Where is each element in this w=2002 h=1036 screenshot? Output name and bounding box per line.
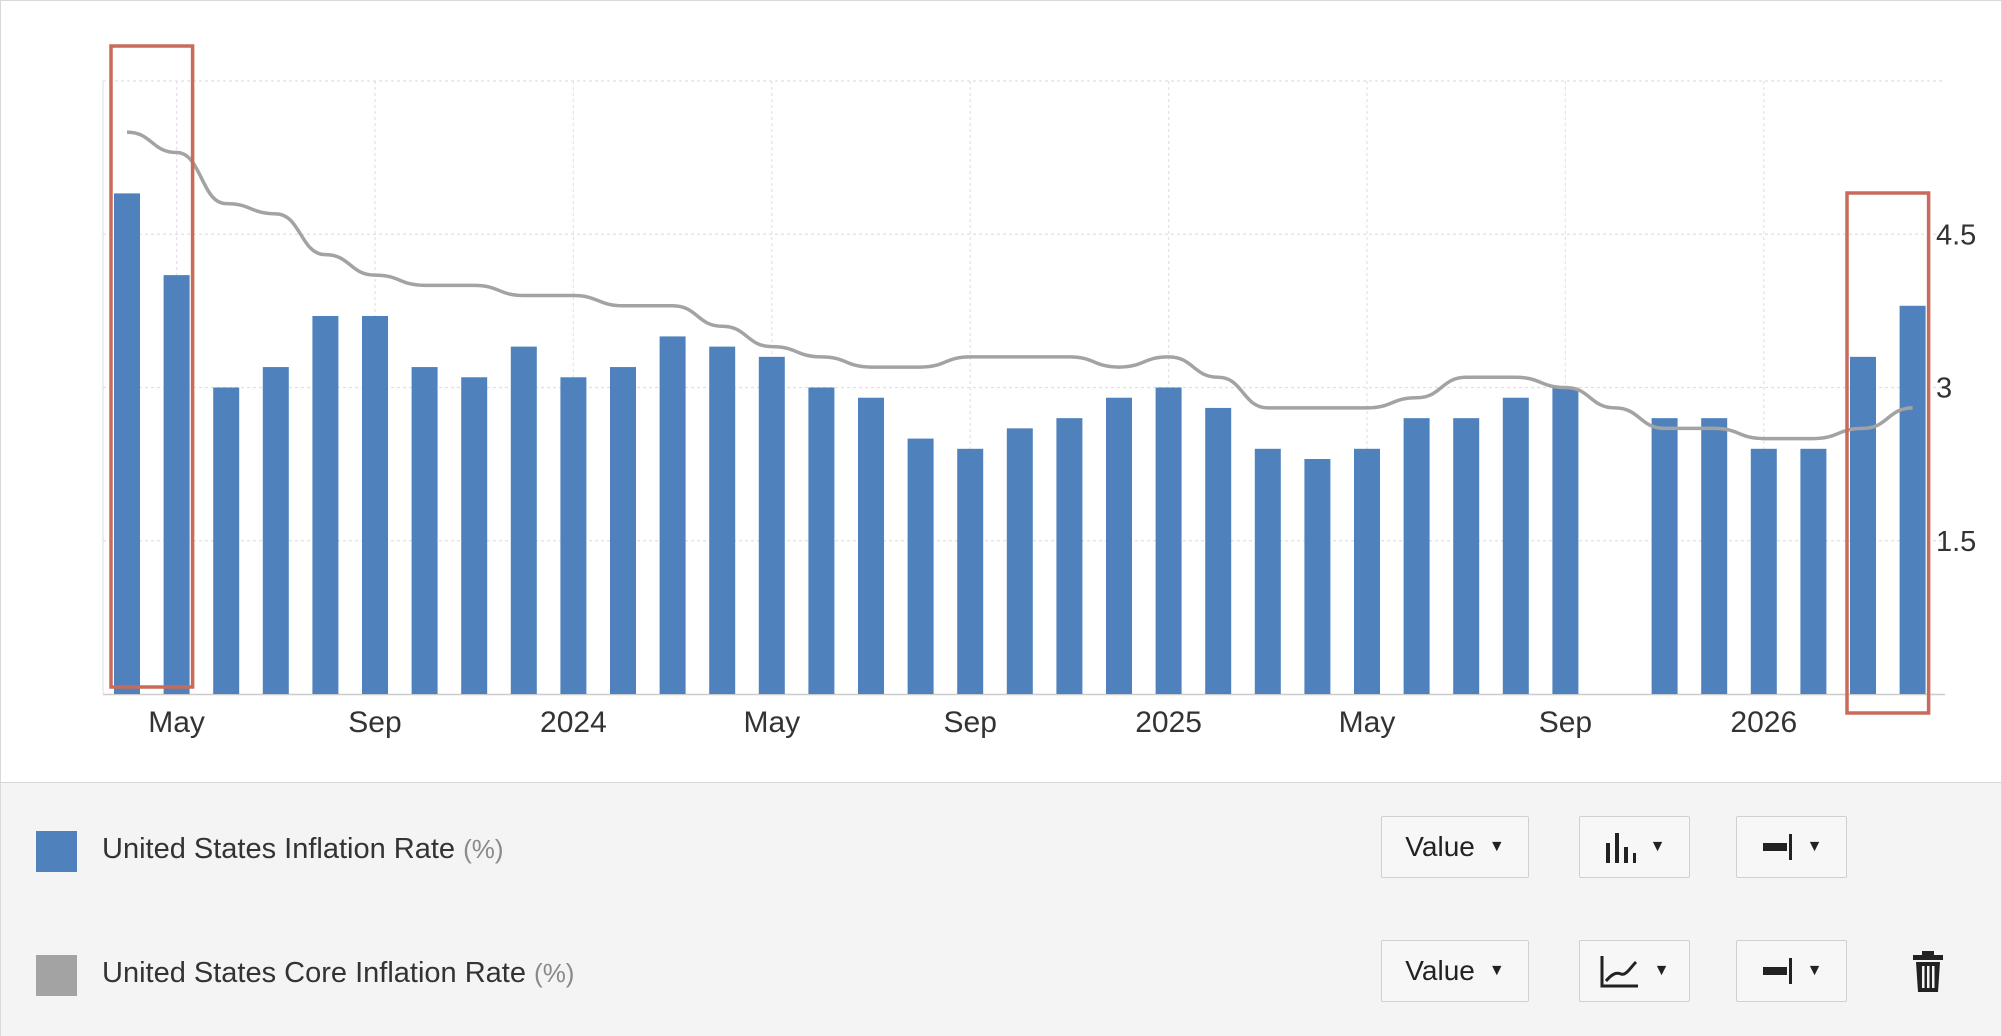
inflation-bar[interactable] — [1552, 387, 1579, 695]
inflation-bar[interactable] — [1750, 448, 1777, 694]
caret-down-icon: ▼ — [1488, 838, 1505, 855]
trash-icon — [1913, 951, 1943, 992]
x-tick-label: May — [1339, 706, 1396, 739]
inflation-bar[interactable] — [957, 448, 984, 694]
inflation-bar[interactable] — [1254, 448, 1281, 694]
inflation-bar[interactable] — [1502, 397, 1529, 694]
inflation-bar[interactable] — [262, 367, 289, 694]
inflation-bar[interactable] — [610, 367, 636, 694]
inflation-bars — [114, 193, 1926, 694]
chart-type-dropdown[interactable]: ▼ — [1579, 940, 1690, 1002]
legend-item-core-inflation: United States Core Inflation Rate (%) — [102, 957, 574, 990]
inflation-bar[interactable] — [1800, 448, 1827, 694]
legend-row-inflation: United States Inflation Rate (%) Value ▼… — [1, 783, 2001, 883]
x-tick-label: Sep — [1539, 706, 1592, 739]
legend-unit-core-inflation: (%) — [534, 958, 575, 988]
core-inflation-line — [126, 130, 1913, 441]
tick-labels: May Sep 2024 May Sep 2025 May Sep 2026 1.5 3 4.5 — [148, 219, 1976, 739]
inflation-bar[interactable] — [1056, 418, 1083, 694]
inflation-bar[interactable] — [1701, 418, 1728, 694]
inflation-bar[interactable] — [709, 346, 736, 694]
highlight-box — [109, 44, 195, 689]
x-tick-label: 2024 — [540, 706, 607, 739]
inflation-bar[interactable] — [1453, 418, 1480, 694]
inflation-bar[interactable] — [1354, 448, 1380, 694]
bar-chart-icon — [1605, 833, 1636, 863]
caret-down-icon: ▼ — [1806, 838, 1823, 855]
inflation-bar[interactable] — [163, 275, 190, 694]
inflation-bar[interactable] — [461, 377, 488, 694]
inflation-bar[interactable] — [1006, 428, 1033, 694]
inflation-bar[interactable] — [1304, 459, 1331, 694]
inflation-bar[interactable] — [213, 387, 240, 695]
x-tick-label: 2026 — [1730, 706, 1797, 739]
x-tick-label: 2025 — [1135, 706, 1202, 739]
chart-plot: May Sep 2024 May Sep 2025 May Sep 2026 1.5 3 4.5 — [102, 44, 1976, 739]
inflation-bar[interactable] — [858, 397, 884, 694]
value-dropdown-label: Value — [1405, 955, 1475, 986]
line-chart-icon — [1600, 956, 1638, 988]
inflation-bar[interactable] — [659, 336, 686, 694]
inflation-bar[interactable] — [312, 315, 339, 694]
inflation-swatch — [36, 831, 77, 872]
inflation-bar[interactable] — [411, 367, 438, 694]
inflation-bar[interactable] — [1850, 356, 1876, 694]
chart-type-dropdown[interactable]: ▼ — [1579, 816, 1690, 878]
legend-item-inflation: United States Inflation Rate (%) — [102, 833, 504, 866]
inflation-bar[interactable] — [1155, 387, 1182, 695]
inflation-bar[interactable] — [1205, 407, 1232, 694]
x-tick-label: May — [148, 706, 205, 739]
legend-unit-inflation: (%) — [463, 834, 504, 864]
legend-label-core-inflation: United States Core Inflation Rate — [102, 957, 526, 989]
y-tick-label: 4.5 — [1936, 219, 1976, 251]
inflation-bar[interactable] — [1899, 305, 1926, 694]
x-tick-label: Sep — [348, 706, 401, 739]
inflation-bar[interactable] — [808, 387, 835, 695]
caret-down-icon: ▼ — [1649, 838, 1666, 855]
x-tick-label: Sep — [944, 706, 997, 739]
y-tick-label: 1.5 — [1936, 526, 1976, 558]
inflation-bar[interactable] — [560, 377, 587, 694]
inflation-bar[interactable] — [1403, 418, 1430, 694]
axis-dropdown[interactable]: ▼ — [1736, 940, 1847, 1002]
legend-row-core-inflation: United States Core Inflation Rate (%) Va… — [1, 907, 2001, 1007]
core-inflation-swatch — [36, 955, 77, 996]
y-tick-label: 3 — [1936, 373, 1952, 405]
caret-down-icon: ▼ — [1806, 962, 1823, 979]
highlight-box — [1845, 191, 1931, 715]
highlight-boxes — [109, 44, 1931, 715]
value-dropdown-label: Value — [1405, 831, 1475, 862]
caret-down-icon: ▼ — [1653, 962, 1670, 979]
inflation-bar[interactable] — [758, 356, 785, 694]
inflation-bar[interactable] — [362, 315, 388, 694]
legend-panel: United States Inflation Rate (%) Value ▼… — [1, 782, 2001, 1036]
caret-down-icon: ▼ — [1488, 962, 1505, 979]
core-inflation-series-line[interactable] — [126, 130, 1913, 441]
x-tick-label: May — [743, 706, 800, 739]
legend-label-inflation: United States Inflation Rate — [102, 833, 456, 865]
inflation-bar[interactable] — [1106, 397, 1132, 694]
inflation-bar[interactable] — [907, 438, 934, 694]
inflation-bar[interactable] — [1651, 418, 1678, 694]
axes — [102, 81, 1945, 696]
inflation-bar[interactable] — [114, 193, 140, 694]
right-axis-icon — [1762, 958, 1792, 984]
remove-series-button[interactable] — [1912, 951, 1944, 998]
inflation-bar[interactable] — [510, 346, 537, 694]
value-dropdown[interactable]: Value ▼ — [1381, 816, 1529, 878]
axis-dropdown[interactable]: ▼ — [1736, 816, 1847, 878]
right-axis-icon — [1762, 834, 1792, 860]
value-dropdown[interactable]: Value ▼ — [1381, 940, 1529, 1002]
